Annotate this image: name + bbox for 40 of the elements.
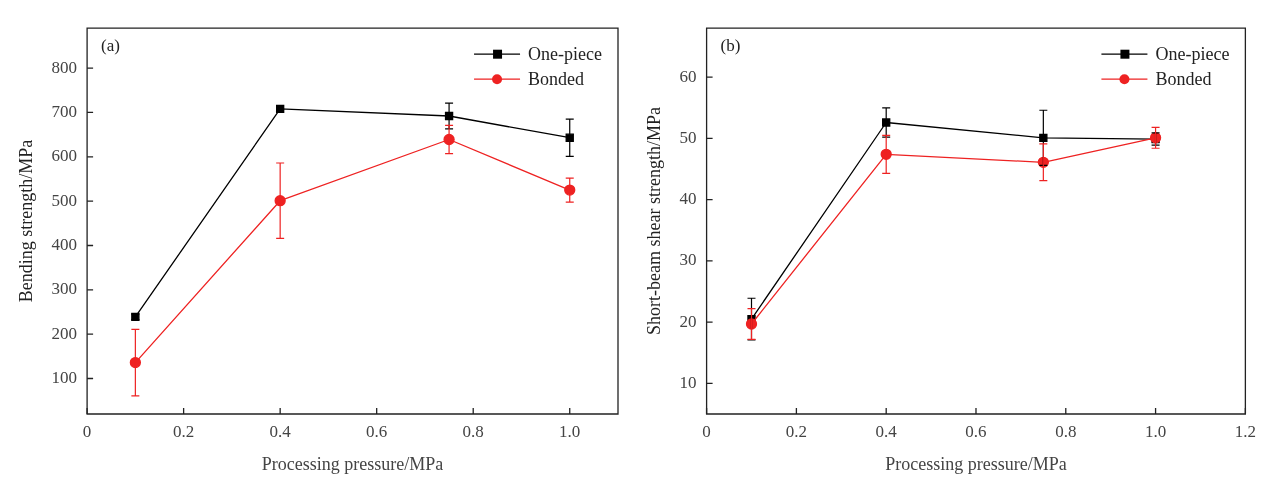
x-tick-label: 0.4 — [875, 421, 898, 441]
annotation: (b) — [720, 36, 741, 56]
x-axis-title: Processing pressure/MPa — [885, 453, 1067, 474]
y-tick-label: 800 — [51, 57, 78, 77]
y-tick-label: 400 — [51, 234, 78, 254]
y-tick-label: 500 — [51, 190, 78, 210]
x-tick-label: 0.6 — [965, 421, 987, 441]
legend-label: One-piece — [528, 43, 603, 64]
x-tick-label: 0.2 — [173, 421, 195, 441]
legend-label: Bonded — [528, 68, 585, 89]
y-axis-title: Short-beam shear strength/MPa — [643, 107, 664, 336]
point — [882, 118, 891, 127]
x-tick-label: 0.2 — [785, 421, 808, 441]
x-tick-label: 0.6 — [366, 421, 388, 441]
x-tick-label: 0 — [82, 421, 92, 441]
x-tick-label: 0.8 — [462, 421, 484, 441]
x-tick-label: 0.8 — [1055, 421, 1077, 441]
y-tick-label: 30 — [679, 250, 697, 270]
y-tick-label: 40 — [679, 189, 697, 209]
y-tick-label: 300 — [51, 279, 78, 299]
x-tick-label: 1.2 — [1234, 421, 1256, 441]
y-tick-label: 100 — [51, 367, 78, 387]
y-tick-label: 600 — [51, 146, 78, 166]
y-axis-title: Bending strength/MPa — [15, 139, 36, 303]
x-tick-label: 0 — [702, 421, 711, 441]
y-tick-label: 60 — [679, 66, 697, 86]
y-tick-label: 10 — [679, 372, 697, 392]
x-axis-title: Processing pressure/MPa — [261, 453, 444, 474]
y-tick-label: 20 — [679, 311, 697, 331]
legend-label: Bonded — [1155, 68, 1212, 89]
point — [275, 104, 285, 114]
annotation: (a) — [101, 36, 120, 56]
x-tick-label: 0.4 — [269, 421, 292, 441]
x-tick-label: 1.0 — [1144, 421, 1167, 441]
y-tick-label: 200 — [51, 323, 78, 343]
x-tick-label: 1.0 — [559, 421, 581, 441]
y-tick-label: 700 — [51, 101, 78, 121]
point — [1039, 133, 1048, 142]
legend-label: One-piece — [1155, 43, 1230, 64]
y-tick-label: 50 — [679, 127, 697, 147]
